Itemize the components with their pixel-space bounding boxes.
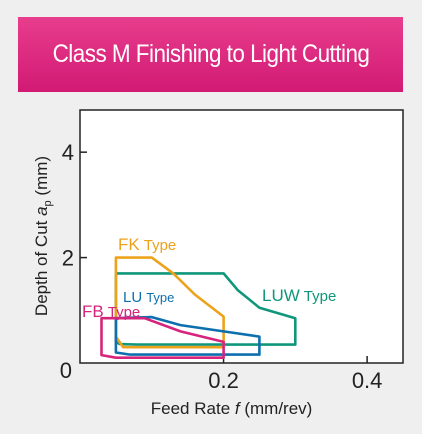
y-tick-label: 4 xyxy=(62,140,74,165)
y-axis-label-part: a xyxy=(32,206,51,215)
series-type-suffix: Type xyxy=(146,290,174,305)
series-name: LU xyxy=(123,289,142,306)
series-luw-region xyxy=(114,272,297,346)
y-tick-label: 2 xyxy=(62,246,74,271)
x-tick-label: 0.2 xyxy=(208,368,239,393)
series-fb-region xyxy=(100,316,225,360)
origin-label: 0 xyxy=(60,358,72,383)
series-name: FB xyxy=(82,302,104,321)
x-tick-label: 0.4 xyxy=(352,368,383,393)
page-title: Class M Finishing to Light Cutting xyxy=(52,40,369,68)
series-fk-label: FK Type xyxy=(118,235,176,254)
x-axis-label-part: f xyxy=(235,399,242,418)
series-lu-label: LU Type xyxy=(123,289,174,306)
x-axis-label-part: Feed Rate xyxy=(151,399,235,418)
x-axis-label-part: (mm/rev) xyxy=(240,399,313,418)
series-type-suffix: Type xyxy=(108,304,141,321)
plot-area xyxy=(79,109,404,364)
y-axis-label-part: (mm) xyxy=(32,156,51,200)
x-axis-label: Feed Rate f (mm/rev) xyxy=(151,399,313,418)
y-axis-label-part: Depth of Cut xyxy=(32,216,51,316)
title-banner: Class M Finishing to Light Cutting xyxy=(18,17,403,92)
series-name: FK xyxy=(118,235,140,254)
series-luw-label: LUW Type xyxy=(262,286,336,305)
series-type-suffix: Type xyxy=(304,288,337,305)
series-fk-region xyxy=(114,256,225,349)
series-fb-label: FB Type xyxy=(82,302,140,321)
y-axis-label-part: p xyxy=(42,200,54,206)
series-name: LUW xyxy=(262,286,300,305)
series-type-suffix: Type xyxy=(144,237,177,254)
y-axis-label: Depth of Cut ap (mm) xyxy=(32,156,54,316)
